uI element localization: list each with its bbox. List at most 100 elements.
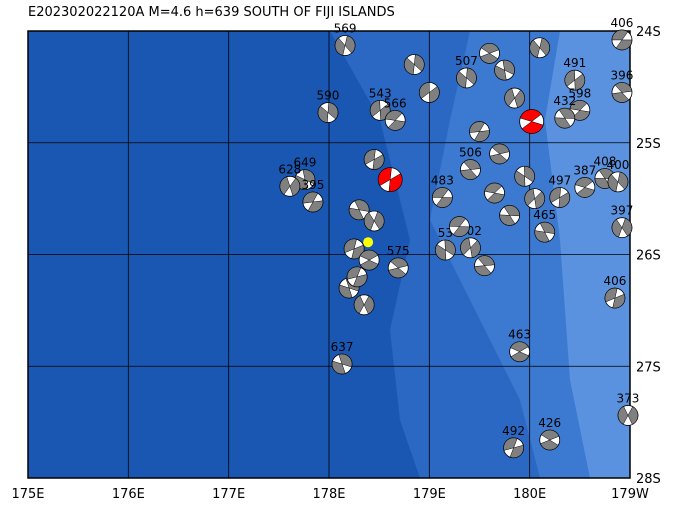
compression-quadrant <box>504 88 525 108</box>
depth-label: 507 <box>455 54 478 68</box>
compression-quadrant <box>353 295 375 315</box>
event: 373 <box>617 391 640 426</box>
depth-label: 590 <box>317 89 340 103</box>
compression-quadrant <box>449 216 470 237</box>
event: 575 <box>387 244 410 279</box>
event: 569 <box>334 22 357 56</box>
event <box>343 238 365 260</box>
y-tick-label: 27S <box>636 360 661 375</box>
compression-quadrant <box>489 143 510 165</box>
depth-label: 465 <box>533 208 556 222</box>
event <box>346 266 368 288</box>
depth-label: 598 <box>568 86 591 100</box>
event <box>449 216 470 237</box>
event <box>484 182 505 204</box>
event: 566 <box>384 96 407 131</box>
depth-label: 373 <box>617 391 640 405</box>
event <box>529 37 551 59</box>
compression-quadrant <box>524 188 545 209</box>
depth-label: 492 <box>502 424 525 438</box>
compression-quadrant <box>474 255 495 276</box>
event <box>519 109 545 134</box>
compression-quadrant <box>419 82 440 103</box>
event: 507 <box>455 54 478 89</box>
depth-label: 637 <box>331 340 354 354</box>
depth-label: 397 <box>611 204 634 218</box>
compression-quadrant <box>460 237 481 258</box>
x-tick-label: 175E <box>11 487 44 502</box>
y-tick-label: 25S <box>636 137 661 152</box>
compression-quadrant <box>334 35 356 56</box>
y-tick-label: 24S <box>636 25 661 40</box>
event: 53 <box>434 226 456 261</box>
depth-label: 463 <box>508 328 531 342</box>
map-title: E202302022120A M=4.6 h=639 SOUTH OF FIJI… <box>28 5 395 20</box>
frame <box>27 30 631 479</box>
event: 463 <box>508 328 531 363</box>
event <box>524 188 546 210</box>
event: 598 <box>568 86 591 121</box>
depth-label: 649 <box>293 156 316 170</box>
depth-label: 400 <box>607 158 630 172</box>
event: 432 <box>553 94 576 129</box>
compression-quadrant <box>432 187 453 208</box>
compression-quadrant <box>348 199 370 221</box>
compression-quadrant <box>479 43 500 64</box>
y-tick-label: 26S <box>636 249 661 264</box>
event: 465 <box>533 208 556 243</box>
x-tick-label: 177E <box>212 487 245 502</box>
compression-quadrant <box>302 191 324 213</box>
depth-label: 497 <box>548 174 571 188</box>
depth-label: 406 <box>603 274 626 288</box>
compression-quadrant <box>534 221 555 243</box>
depth-label: 628 <box>278 162 301 176</box>
event <box>514 165 536 187</box>
event <box>489 143 510 165</box>
compression-quadrant <box>540 429 560 451</box>
compression-quadrant <box>564 69 586 91</box>
x-tick-label: 178E <box>312 487 345 502</box>
event: 426 <box>538 416 561 451</box>
event <box>494 59 515 81</box>
depth-label: 426 <box>538 416 561 430</box>
y-tick-label: 28S <box>636 472 661 487</box>
event: 506 <box>459 146 482 180</box>
event: 628 <box>278 162 301 197</box>
depth-label: 53 <box>438 226 453 240</box>
event: 406 <box>603 274 626 309</box>
event <box>348 199 370 221</box>
depth-label: 566 <box>384 96 407 110</box>
depth-label: 432 <box>553 94 576 108</box>
event <box>469 121 490 142</box>
depth-label: 575 <box>387 244 410 258</box>
x-tick-label: 179E <box>413 487 446 502</box>
compression-quadrant <box>494 59 515 81</box>
event: 483 <box>431 174 454 208</box>
compression-quadrant <box>569 100 590 121</box>
compression-quadrant <box>363 149 385 170</box>
compression-quadrant <box>503 437 524 459</box>
event: 491 <box>563 56 586 91</box>
compression-quadrant <box>456 67 477 89</box>
event: 637 <box>331 340 354 375</box>
event <box>363 149 385 170</box>
x-tick-label: 176E <box>112 487 145 502</box>
compression-quadrant <box>554 107 576 129</box>
compression-quadrant <box>469 121 490 142</box>
event: 590 <box>317 89 340 123</box>
event <box>418 82 440 103</box>
compression-quadrant <box>359 249 379 271</box>
compression-quadrant <box>484 182 505 204</box>
event <box>499 204 521 226</box>
depth-label: 506 <box>459 146 482 160</box>
x-tick-label: 180E <box>513 487 546 502</box>
event <box>377 167 403 193</box>
compression-quadrant <box>279 176 301 197</box>
compression-quadrant <box>607 171 629 192</box>
depth-label: 408 <box>593 155 616 169</box>
depth-label: 569 <box>334 22 357 36</box>
compression-quadrant <box>460 159 481 180</box>
compression-quadrant <box>549 187 571 208</box>
